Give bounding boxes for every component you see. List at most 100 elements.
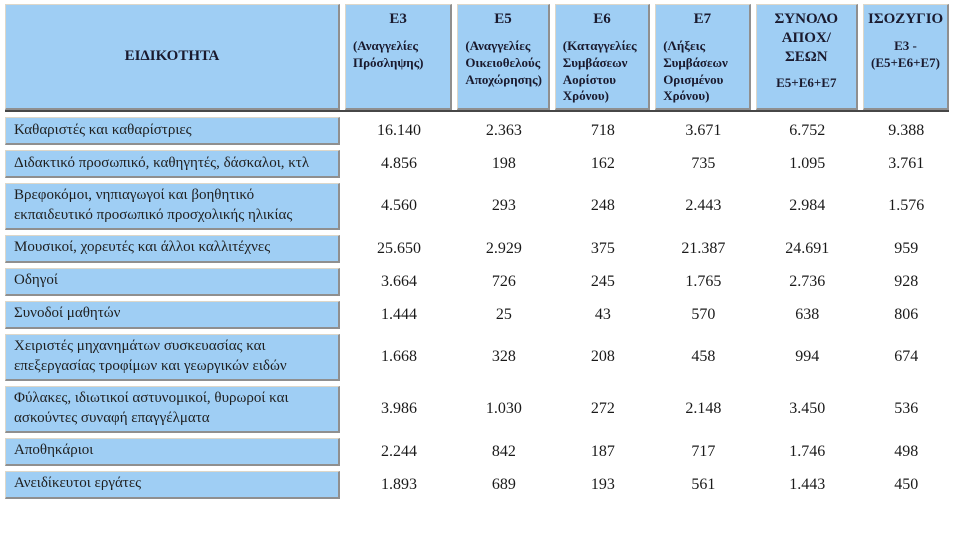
header-balance-desc: Ε3 - (Ε5+Ε6+Ε7) — [871, 37, 940, 70]
cell-e3: 16.140 — [345, 117, 453, 145]
cell-total: 1.095 — [756, 150, 859, 178]
header-total: ΣΥΝΟΛΟ ΑΠΟΧ/ΣΕΩΝ Ε5+Ε6+Ε7 — [755, 4, 858, 110]
cell-balance: 806 — [863, 300, 949, 329]
table-row: Βρεφοκόμοι, νηπιαγωγοί και βοηθητικό εκπ… — [5, 183, 949, 230]
row-label: Διδακτικό προσωπικό, καθηγητές, δάσκαλοι… — [14, 154, 310, 171]
cell-e6: 187 — [555, 437, 651, 466]
header-e5-desc: (Αναγγελίες Οικειοθελούς Αποχώρησης) — [465, 37, 542, 87]
table-row: Οδηγοί 3.664 726 245 1.765 2.736 928 — [5, 267, 949, 296]
cell-total: 3.450 — [756, 385, 859, 433]
row-label-cell: Βρεφοκόμοι, νηπιαγωγοί και βοηθητικό εκπ… — [5, 183, 341, 230]
cell-total: 638 — [756, 300, 859, 329]
header-total-desc: Ε5+Ε6+Ε7 — [776, 75, 837, 91]
table-body: Καθαριστές και καθαρίστριες 16.140 2.363… — [5, 117, 949, 499]
cell-total: 2.984 — [756, 183, 859, 230]
header-e6: Ε6 (Καταγγελίες Συμβάσεων Αορίστου Χρόνο… — [554, 4, 651, 110]
cell-e6: 162 — [555, 150, 651, 178]
cell-e3: 4.560 — [345, 183, 453, 230]
header-e6-code: Ε6 — [593, 11, 611, 27]
cell-e6: 718 — [555, 117, 651, 145]
table-row: Ανειδίκευτοι εργάτες 1.893 689 193 561 1… — [5, 470, 949, 499]
row-label: Φύλακες, ιδιωτικοί αστυνομικοί, θυρωροί … — [14, 389, 289, 426]
cell-e3: 3.664 — [345, 267, 453, 296]
row-label-cell: Χειριστές μηχανημάτων συσκευασίας και επ… — [5, 333, 341, 381]
cell-e6: 248 — [555, 183, 651, 230]
cell-total: 24.691 — [756, 234, 859, 263]
row-label: Μουσικοί, χορευτές και άλλοι καλλιτέχνες — [14, 239, 271, 256]
cell-e6: 245 — [555, 267, 651, 296]
cell-e5: 1.030 — [457, 385, 551, 433]
header-e6-desc: (Καταγγελίες Συμβάσεων Αορίστου Χρόνου) — [562, 37, 637, 104]
cell-e5: 328 — [457, 333, 551, 381]
header-e3-code: Ε3 — [389, 11, 407, 27]
cell-e3: 1.668 — [345, 333, 453, 381]
header-balance: ΙΣΟΖΥΓΙΟ Ε3 - (Ε5+Ε6+Ε7) — [863, 4, 949, 110]
cell-e7: 3.671 — [655, 117, 752, 145]
row-label: Χειριστές μηχανημάτων συσκευασίας και επ… — [14, 337, 287, 374]
table-row: Αποθηκάριοι 2.244 842 187 717 1.746 498 — [5, 437, 949, 466]
cell-e5: 25 — [457, 300, 551, 329]
header-e7-code: Ε7 — [693, 11, 712, 27]
header-e7: Ε7 (Λήξεις Συμβάσεων Ορισμένου Χρόνου) — [655, 4, 751, 110]
cell-e7: 570 — [655, 300, 752, 329]
row-label: Αποθηκάριοι — [14, 442, 94, 459]
employment-flows-table: ΕΙΔΙΚΟΤΗΤΑ Ε3 (Αναγγελίες Πρόσληψης) Ε5 … — [5, 4, 949, 499]
cell-e5: 198 — [457, 150, 551, 178]
cell-e6: 272 — [555, 385, 651, 433]
cell-e7: 2.148 — [655, 385, 752, 433]
header-divider — [5, 110, 949, 112]
cell-balance: 959 — [863, 234, 949, 263]
row-label-cell: Καθαριστές και καθαρίστριες — [5, 117, 341, 145]
cell-e7: 561 — [655, 470, 752, 499]
table-row: Μουσικοί, χορευτές και άλλοι καλλιτέχνες… — [5, 234, 949, 263]
cell-balance: 536 — [863, 385, 949, 433]
table-header-row: ΕΙΔΙΚΟΤΗΤΑ Ε3 (Αναγγελίες Πρόσληψης) Ε5 … — [5, 4, 949, 110]
row-label-cell: Μουσικοί, χορευτές και άλλοι καλλιτέχνες — [5, 234, 341, 263]
cell-e5: 842 — [457, 437, 551, 466]
cell-balance: 928 — [863, 267, 949, 296]
cell-total: 2.736 — [756, 267, 859, 296]
cell-balance: 674 — [863, 333, 949, 381]
cell-e5: 2.363 — [457, 117, 551, 145]
header-e5: Ε5 (Αναγγελίες Οικειοθελούς Αποχώρησης) — [457, 4, 550, 110]
cell-e7: 1.765 — [655, 267, 752, 296]
row-label: Καθαριστές και καθαρίστριες — [14, 121, 192, 138]
cell-e3: 4.856 — [345, 150, 453, 178]
row-label-cell: Οδηγοί — [5, 267, 341, 296]
header-e5-code: Ε5 — [494, 11, 512, 27]
cell-e3: 2.244 — [345, 437, 453, 466]
cell-e5: 726 — [457, 267, 551, 296]
table-row: Διδακτικό προσωπικό, καθηγητές, δάσκαλοι… — [5, 150, 949, 178]
cell-total: 994 — [756, 333, 859, 381]
cell-balance: 3.761 — [863, 150, 949, 178]
row-label: Συνοδοί μαθητών — [14, 305, 121, 322]
row-label: Οδηγοί — [14, 272, 58, 289]
row-label-cell: Συνοδοί μαθητών — [5, 300, 341, 329]
cell-e7: 21.387 — [655, 234, 752, 263]
cell-total: 6.752 — [756, 117, 859, 145]
header-balance-code: ΙΣΟΖΥΓΙΟ — [868, 11, 944, 27]
cell-balance: 498 — [863, 437, 949, 466]
cell-e3: 1.893 — [345, 470, 453, 499]
cell-e7: 2.443 — [655, 183, 752, 230]
cell-e5: 2.929 — [457, 234, 551, 263]
cell-e5: 293 — [457, 183, 551, 230]
cell-e3: 3.986 — [345, 385, 453, 433]
header-e7-desc: (Λήξεις Συμβάσεων Ορισμένου Χρόνου) — [663, 37, 728, 104]
row-label-cell: Φύλακες, ιδιωτικοί αστυνομικοί, θυρωροί … — [5, 385, 341, 433]
cell-total: 1.443 — [756, 470, 859, 499]
cell-e6: 208 — [555, 333, 651, 381]
cell-e6: 193 — [555, 470, 651, 499]
header-total-code: ΣΥΝΟΛΟ ΑΠΟΧ/ΣΕΩΝ — [774, 11, 839, 65]
cell-e5: 689 — [457, 470, 551, 499]
cell-e7: 458 — [655, 333, 752, 381]
table-row: Χειριστές μηχανημάτων συσκευασίας και επ… — [5, 333, 949, 381]
cell-balance: 9.388 — [863, 117, 949, 145]
table-row: Καθαριστές και καθαρίστριες 16.140 2.363… — [5, 117, 949, 145]
row-label: Βρεφοκόμοι, νηπιαγωγοί και βοηθητικό εκπ… — [14, 187, 293, 223]
header-specialty-title: ΕΙΔΙΚΟΤΗΤΑ — [124, 48, 220, 65]
table-row: Φύλακες, ιδιωτικοί αστυνομικοί, θυρωροί … — [5, 385, 949, 433]
row-label-cell: Διδακτικό προσωπικό, καθηγητές, δάσκαλοι… — [5, 150, 341, 178]
header-specialty: ΕΙΔΙΚΟΤΗΤΑ — [5, 4, 340, 110]
header-e3-desc: (Αναγγελίες Πρόσληψης) — [352, 37, 424, 70]
